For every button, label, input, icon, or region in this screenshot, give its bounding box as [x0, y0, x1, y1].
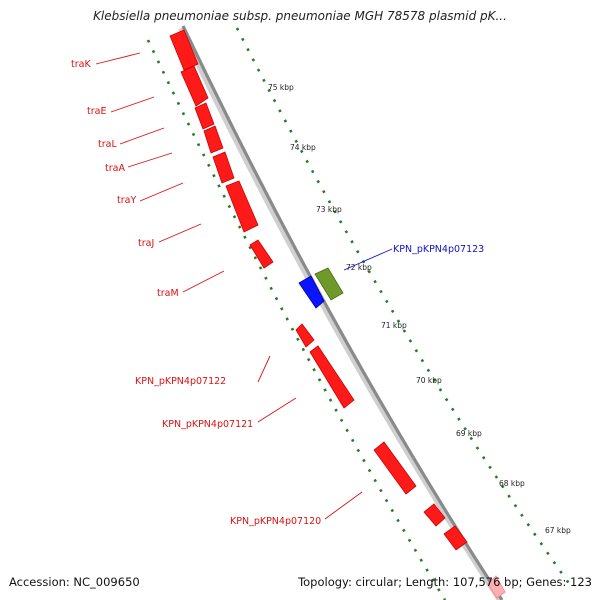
leader-lines — [95, 52, 393, 520]
scale-label-67: 67 kbp — [545, 526, 571, 535]
gene-label-07120: KPN_pKPN4p07120 — [230, 516, 321, 527]
gene-label-07123: KPN_pKPN4p07123 — [393, 244, 484, 255]
gene-arrow-blue[interactable] — [298, 275, 325, 309]
scale-label-70: 70 kbp — [416, 376, 442, 385]
gene-arrow-tral[interactable] — [194, 102, 215, 130]
inner-tick-track — [146, 39, 447, 600]
gene-arrow-07120[interactable] — [373, 441, 417, 495]
backbone-shadow — [178, 26, 503, 600]
gene-label-traj: traJ — [138, 238, 154, 249]
scale-label-68: 68 kbp — [499, 479, 525, 488]
gene-label-tral: traL — [98, 139, 117, 150]
gene-arrow-traj[interactable] — [225, 180, 259, 233]
scale-label-75: 75 kbp — [268, 83, 294, 92]
gene-arrows — [169, 29, 506, 599]
scale-label-74: 74 kbp — [290, 143, 316, 152]
gene-arrow-07122[interactable] — [295, 323, 315, 348]
gene-label-tray: traY — [117, 195, 136, 206]
gene-arrow-trak[interactable] — [169, 29, 199, 71]
gene-label-trak: traK — [71, 59, 91, 70]
outer-tick-track — [235, 27, 572, 586]
gene-label-trae: traE — [87, 106, 106, 117]
scale-label-69: 69 kbp — [456, 429, 482, 438]
scale-label-71: 71 kbp — [381, 321, 407, 330]
map-title: Klebsiella pneumoniae subsp. pneumoniae … — [93, 9, 507, 23]
gene-arrow-07121[interactable] — [309, 345, 355, 409]
gene-arrow-b[interactable] — [443, 525, 468, 551]
gene-arrow-07123[interactable] — [314, 267, 344, 301]
accession-text: Accession: NC_009650 — [9, 575, 140, 589]
gene-arrow-traa[interactable] — [203, 125, 224, 154]
gene-arrow-tram[interactable] — [249, 239, 274, 269]
gene-label-07121: KPN_pKPN4p07121 — [162, 419, 253, 430]
gene-arrow-a[interactable] — [423, 503, 446, 527]
gene-label-traa: traA — [105, 163, 125, 174]
scale-label-72: 72 kbp — [346, 263, 372, 272]
scale-labels: 75 kbp 74 kbp 73 kbp 72 kbp 71 kbp 70 kb… — [268, 83, 571, 535]
plasmid-backbone — [181, 25, 504, 600]
summary-text: Topology: circular; Length: 107,576 bp; … — [298, 575, 592, 589]
gene-arrow-trae[interactable] — [180, 65, 209, 107]
gene-arrow-tray[interactable] — [212, 151, 235, 184]
gene-labels: traK traE traL traA traY traJ traM KPN_p… — [71, 59, 484, 527]
gene-arrow-c[interactable] — [487, 575, 506, 599]
scale-label-73: 73 kbp — [316, 205, 342, 214]
gene-label-07122: KPN_pKPN4p07122 — [135, 376, 226, 387]
gene-label-tram: traM — [157, 288, 179, 299]
